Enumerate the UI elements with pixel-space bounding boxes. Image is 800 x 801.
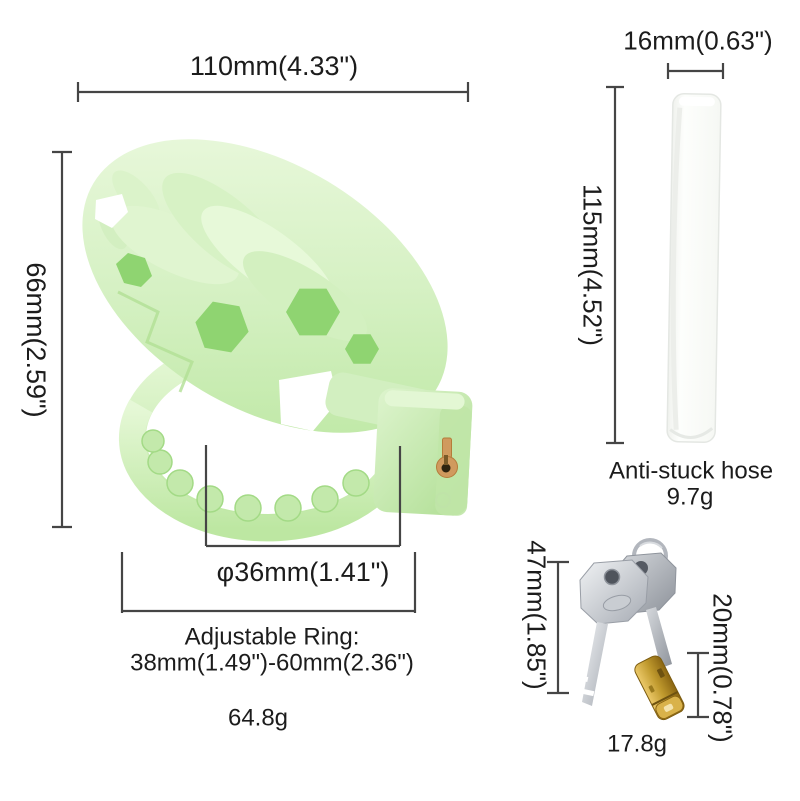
cage-width-label: 110mm(4.33") [189,50,359,81]
hose-width-label: 16mm(0.63") [623,25,773,56]
lock-block [325,372,473,516]
hex-hole [286,288,340,336]
cage-width-dimension-line [76,82,470,102]
cage-weight-label: 64.8g [227,704,289,732]
base-ring-front [118,399,411,542]
adjustable-ring-label-line2: 38mm(1.49")-60mm(2.36") [130,649,414,677]
lock-height-label: 20mm(0.78") [707,593,738,743]
hex-hole [195,301,249,353]
dimension-lines [52,63,725,719]
cage-body [82,139,448,433]
hex-hole [345,334,379,364]
cage-height-dimension-line [52,150,72,529]
ring-inner-diameter-dimension-line [204,445,402,548]
ring-inner-diameter-label: φ36mm(1.41") [216,556,390,587]
keyhole-icon [436,437,458,478]
through-hole [279,371,338,431]
hose-name-label: Anti-stuck hose [608,457,774,485]
cage-height-label: 66mm(2.59") [21,262,52,418]
hex-hole [116,253,152,287]
through-hole [95,194,128,228]
adjustable-ring-dimension-line [120,552,417,613]
hose-width-dimension-line [666,63,725,79]
ring-teeth [141,429,370,522]
adjustable-ring-label-line1: Adjustable Ring: [184,623,360,651]
lock-height-dimension-line [687,651,709,719]
cage-product-image [82,139,473,542]
lock-cylinder [634,655,685,721]
keys-height-dimension-line [547,560,569,695]
hose-height-label: 115mm(4.52") [577,184,608,346]
keys-and-lock-image [577,538,685,721]
hose-height-dimension-line [606,85,624,445]
anti-stuck-hose-image [666,93,722,443]
keys-height-label: 47mm(1.85") [521,540,552,690]
keys-weight-label: 17.8g [606,730,668,758]
key-front [577,559,649,706]
hose-weight-label: 9.7g [666,483,714,511]
engraved-mark [435,492,451,508]
